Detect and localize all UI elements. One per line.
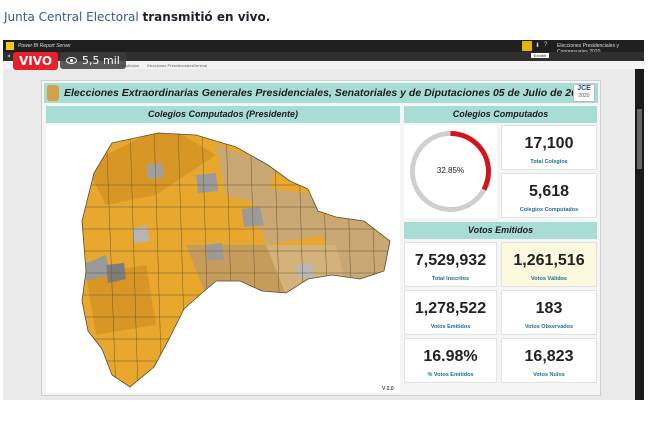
card-value: 1,261,516 [513,252,585,269]
card-value: 7,529,932 [414,252,487,269]
card-label: Votos Emitidos [430,324,471,330]
breadcrumb-item[interactable]: Elecciones Presidenciales [147,63,194,68]
breadcrumb: Resultados Elecciones Presidenciales Gen… [3,61,644,69]
card-label: Total Inscritos [431,276,470,282]
donut-arc [410,131,491,212]
live-badge: VIVO [13,52,59,70]
card-votos-validos: 1,261,516 Votos Válidos [501,242,597,287]
powerbi-logo-icon [6,42,14,50]
card-label: Total Colegios [530,159,568,165]
eye-icon [66,57,77,64]
live-video[interactable]: Power BI Report Server ⬇ ? Elecciones Pr… [3,40,644,400]
breadcrumb-item[interactable]: General [193,63,208,68]
elections-logo: JCE 2020 [573,84,595,102]
scrollbar[interactable] [635,69,644,400]
card-votos-emitidos: 1,278,522 Votos Emitidos [404,290,497,335]
logo-year: 2020 [578,93,590,100]
report-title: Elecciones Extraordinarias Generales Pre… [64,87,589,99]
report-banner: Elecciones Extraordinarias Generales Pre… [44,83,598,103]
scroll-thumb[interactable] [637,109,642,169]
province-map[interactable] [46,125,400,393]
app-title: Power BI Report Server [18,43,71,49]
donut-chart[interactable]: 32.85% [404,125,497,218]
map-panel[interactable] [46,125,400,393]
donut-svg [410,131,491,212]
favorite-icon[interactable] [522,41,532,51]
card-total-inscritos: 7,529,932 Total Inscritos [404,242,497,287]
card-value: 1,278,522 [414,300,487,317]
logo-text: JCE [577,85,591,92]
viewer-count: 5,5 mil [60,52,126,69]
back-icon[interactable]: ◀ [7,53,11,58]
computed-header: Colegios Computados [404,106,597,123]
card-pct-votos-emitidos: 16.98% % Votos Emitidos [404,338,497,383]
post-caption: Junta Central Electoral transmitió en vi… [4,10,270,24]
card-value: 183 [535,300,563,317]
card-votos-observados: 183 Votos Observados [501,290,597,335]
caption-text: transmitió en vivo. [142,10,271,24]
card-label: % Votos Emitidos [427,372,474,378]
app-bar: Power BI Report Server ⬇ ? Elecciones Pr… [3,40,644,55]
report-page: Elecciones Extraordinarias Generales Pre… [41,80,601,396]
card-label: Votos Observados [524,324,574,330]
card-total-colegios: 17,100 Total Colegios [501,125,597,170]
card-value: 17,100 [524,135,574,152]
author-link[interactable]: Junta Central Electoral [4,10,139,24]
tooltip: Exhibir [531,53,550,58]
votes-header: Votos Emitidos [404,222,597,239]
help-icon[interactable]: ? [544,42,548,48]
download-icon[interactable]: ⬇ [535,43,541,49]
version-label: V 2.0 [382,386,394,392]
card-value: 16,823 [524,348,574,365]
card-label: Votos Válidos [531,276,567,282]
viewer-count-value: 5,5 mil [82,54,120,67]
jce-seal-icon [47,85,59,101]
card-value: 16.98% [423,348,478,365]
card-colegios-computados: 5,618 Colegios Computados [501,173,597,218]
breadcrumb-item[interactable]: Resultados [119,63,140,68]
card-value: 5,618 [528,183,570,200]
donut-value: 32.85% [436,166,465,175]
card-label: Colegios Computados [519,207,579,213]
card-votos-nulos: 16,823 Votos Nulos [501,338,597,383]
card-label: Votos Nulos [533,372,565,378]
map-header: Colegios Computados (Presidente) [46,106,400,123]
